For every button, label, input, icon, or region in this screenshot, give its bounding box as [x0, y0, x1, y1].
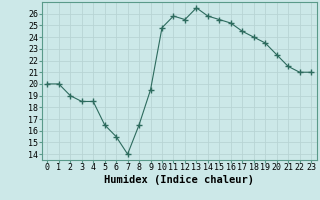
X-axis label: Humidex (Indice chaleur): Humidex (Indice chaleur)	[104, 175, 254, 185]
